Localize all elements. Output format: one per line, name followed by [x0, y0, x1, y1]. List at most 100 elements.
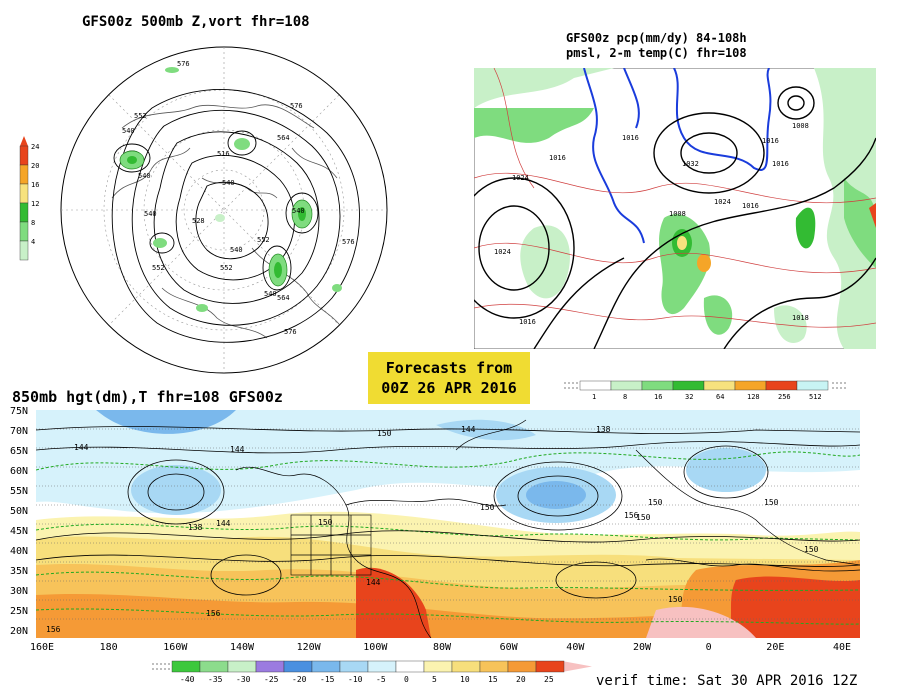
colorbar-swatch	[19, 183, 29, 204]
contour-label: 516	[217, 150, 230, 158]
contour-label: 1016	[622, 134, 639, 142]
colorbar-swatch	[734, 380, 767, 391]
contour-label: 144	[461, 425, 476, 434]
contour-label: 540	[230, 246, 243, 254]
verification-time: verif time: Sat 30 APR 2016 12Z	[596, 673, 858, 689]
contour-label: 1016	[519, 318, 536, 326]
longitude-label: 20E	[766, 642, 785, 653]
vorticity-colorbar: 24 20 16 12 8 4	[19, 136, 39, 261]
latitude-label: 60N	[10, 466, 29, 477]
contour-label: 552	[134, 112, 147, 120]
colorbar-label: 512	[809, 393, 822, 401]
contour-label: 150	[804, 545, 819, 554]
colorbar-label: 16	[654, 393, 662, 401]
latitude-label: 25N	[10, 606, 29, 617]
colorbar-swatch	[703, 380, 736, 391]
longitude-label: 160E	[29, 642, 55, 653]
precip-colorbar: 1 8 16 32 64 128 256 512	[564, 380, 846, 401]
colorbar-swatch	[395, 660, 425, 673]
colorbar-label: -35	[208, 675, 223, 684]
coastlines	[111, 104, 343, 339]
longitude-label: 80W	[432, 642, 452, 653]
longitude-label: 160W	[163, 642, 188, 653]
colorbar-label: -25	[264, 675, 279, 684]
panel-850mb-title: 850mb hgt(dm),T fhr=108 GFS00z	[12, 388, 283, 406]
contour-label: 1016	[772, 160, 789, 168]
contour-label: 552	[220, 264, 233, 272]
colorbar-label: -5	[376, 675, 386, 684]
colorbar-label: 20	[516, 675, 526, 684]
forecast-init-line2: 00Z 26 APR 2016	[381, 379, 517, 397]
colorbar-label: 0	[404, 675, 409, 684]
contour-label: 156	[46, 625, 61, 634]
contour-label: 564	[277, 134, 290, 142]
contour-label: 144	[230, 445, 245, 454]
contour-label: 144	[216, 519, 231, 528]
colorbar-swatch	[19, 145, 29, 166]
vorticity-shading	[119, 67, 342, 312]
contour-label: 1024	[494, 248, 511, 256]
colorbar-label: 12	[31, 200, 39, 208]
polar-stereographic-map: 5765525405765645405525405165405285405525…	[60, 46, 388, 374]
forecast-init-box: Forecasts from 00Z 26 APR 2016	[368, 352, 530, 404]
colorbar-label: -20	[292, 675, 307, 684]
colorbar-label: 24	[31, 143, 39, 151]
colorbar-label: 32	[685, 393, 693, 401]
contour-label: 150	[648, 498, 663, 507]
latitude-label: 45N	[10, 526, 29, 537]
colorbar-swatch	[19, 240, 29, 261]
colorbar-label: -30	[236, 675, 251, 684]
colorbar-label: -40	[180, 675, 195, 684]
colorbar-label: 5	[432, 675, 437, 684]
colorbar-swatch	[507, 660, 537, 673]
colorbar-label: 10	[460, 675, 470, 684]
contour-label: 576	[284, 328, 297, 336]
colorbar-label: 16	[31, 181, 39, 189]
contour-label: 150	[636, 513, 651, 522]
latitude-label: 75N	[10, 406, 29, 417]
contour-label: 156	[206, 609, 221, 618]
contour-label: 540	[292, 207, 305, 215]
temperature-contours	[474, 68, 876, 328]
contour-label: 1016	[762, 137, 779, 145]
colorbar-swatch	[479, 660, 509, 673]
colorbar-swatch	[199, 660, 229, 673]
contour-label: 564	[277, 294, 290, 302]
contour-label: 144	[366, 578, 381, 587]
contour-label: 540	[222, 179, 235, 187]
contour-label: 156	[624, 511, 639, 520]
latitude-label: 50N	[10, 506, 29, 517]
contour-label: 576	[290, 102, 303, 110]
contour-label: 1024	[512, 174, 529, 182]
precipitation-pressure-map: 1016 1016 1024 1032 1024 1008 1016 1016 1008 1024…	[474, 68, 876, 349]
colorbar-label: 1	[592, 393, 596, 401]
forecast-init-line1: Forecasts from	[385, 359, 513, 377]
colorbar-swatch	[19, 202, 29, 223]
colorbar-arrow	[20, 136, 28, 146]
contour-label: 540	[144, 210, 157, 218]
contour-label: 138	[188, 523, 203, 532]
contour-label: 540	[138, 172, 151, 180]
contour-label: 150	[668, 595, 683, 604]
longitude-label: 140W	[229, 642, 255, 653]
contour-label: 528	[192, 217, 205, 225]
contour-label: 552	[152, 264, 165, 272]
longitude-label: 60W	[499, 642, 518, 653]
contour-label: 576	[177, 60, 190, 68]
panel-pcp-title-line1: GFS00z pcp(mm/dy) 84-108h	[566, 31, 747, 45]
colorbar-swatch	[19, 221, 29, 242]
coastlines-borders	[235, 419, 860, 638]
colorbar-label: 256	[778, 393, 791, 401]
contour-label: 576	[342, 238, 355, 246]
contour-label: 1018	[792, 314, 809, 322]
latitude-label: 65N	[10, 446, 29, 457]
longitude-label: 180	[99, 642, 118, 653]
contour-label: 540	[264, 290, 277, 298]
colorbar-swatch	[227, 660, 257, 673]
colorbar-swatch	[535, 660, 565, 673]
colorbar-swatch	[423, 660, 453, 673]
colorbar-swatch	[283, 660, 313, 673]
colorbar-arrow	[562, 661, 592, 672]
temperature-dashed-contours	[36, 451, 860, 625]
